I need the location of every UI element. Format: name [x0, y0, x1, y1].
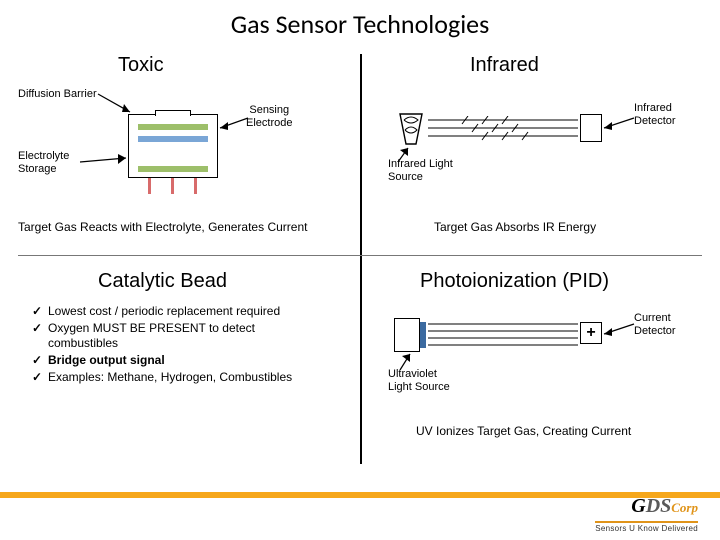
tl-arrow-diffusion [96, 90, 136, 120]
br-plus-box: + [580, 322, 602, 344]
bl-bullet-3: Examples: Methane, Hydrogen, Combustible… [32, 370, 322, 385]
tr-caption: Target Gas Absorbs IR Energy [434, 220, 596, 234]
tl-label-diffusion: Diffusion Barrier [18, 88, 97, 101]
br-lamp-window [420, 322, 426, 348]
tl-label-sensing: Sensing Electrode [246, 104, 292, 129]
bl-bullet-0: Lowest cost / periodic replacement requi… [32, 304, 322, 319]
tl-pin-1 [148, 178, 151, 194]
br-title: Photoionization (PID) [420, 270, 609, 293]
tl-electrode-1 [138, 124, 208, 130]
tl-electrode-2 [138, 136, 208, 142]
bl-bullet-1: Oxygen MUST BE PRESENT to detect combust… [32, 321, 322, 351]
tl-electrode-3 [138, 166, 208, 172]
tr-label-source: Infrared Light Source [388, 158, 453, 183]
br-label-detector: Current Detector [634, 312, 676, 337]
vertical-divider [360, 54, 362, 464]
tl-pin-3 [194, 178, 197, 194]
logo-tagline: Sensors U Know Delivered [595, 521, 698, 533]
tl-caption: Target Gas Reacts with Electrolyte, Gene… [18, 220, 307, 234]
slide-title: Gas Sensor Technologies [0, 0, 720, 40]
tl-arrow-sensing [216, 114, 250, 132]
tr-title: Infrared [470, 54, 539, 77]
tr-label-detector: Infrared Detector [634, 102, 676, 127]
br-lamp-icon [394, 318, 420, 352]
tr-arrow-detector [600, 114, 636, 134]
logo: GDSCorp Sensors U Know Delivered [595, 495, 698, 536]
br-caption: UV Ionizes Target Gas, Creating Current [416, 424, 631, 438]
tr-beam-icon [428, 116, 578, 144]
bl-bullet-2: Bridge output signal [32, 353, 322, 368]
bl-bullet-list: Lowest cost / periodic replacement requi… [32, 304, 322, 387]
br-beam-icon [428, 320, 578, 350]
quadrant-grid: Toxic Diffusion Barrier Sensing Electrod… [18, 54, 702, 464]
tl-barrier [155, 110, 191, 116]
tl-label-storage: Electrolyte Storage [18, 150, 69, 175]
br-label-source: Ultraviolet Light Source [388, 368, 450, 393]
br-arrow-detector [600, 320, 636, 340]
bl-title: Catalytic Bead [98, 270, 227, 293]
tl-pin-2 [171, 178, 174, 194]
tl-title: Toxic [118, 54, 164, 77]
tr-detector-box [580, 114, 602, 142]
horizontal-divider [18, 255, 702, 256]
tl-arrow-storage [78, 154, 132, 170]
